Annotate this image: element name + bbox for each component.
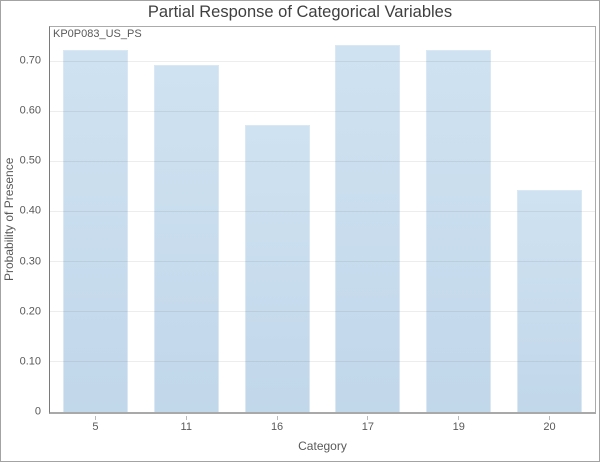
y-tick-label: 0.40 xyxy=(19,204,41,217)
bar-slot xyxy=(232,27,323,412)
x-tick-label: 19 xyxy=(452,421,465,433)
x-tick-label: 5 xyxy=(92,421,99,433)
y-tick-label: 0.20 xyxy=(19,305,41,318)
x-tick-mark xyxy=(185,416,187,420)
bar-category-11 xyxy=(153,64,219,412)
bar-slot xyxy=(50,27,141,412)
x-tick-cell: 19 xyxy=(413,416,504,434)
bar-slot xyxy=(504,27,595,412)
bar-series xyxy=(50,27,595,412)
gridline xyxy=(50,361,595,363)
bar-category-20 xyxy=(517,189,583,412)
gridline xyxy=(50,61,595,63)
x-axis-tick-labels: 5 11 16 17 19 20 xyxy=(50,416,595,434)
x-tick-label: 17 xyxy=(361,421,375,433)
bar-slot xyxy=(413,27,504,412)
x-tick-label: 11 xyxy=(180,421,192,433)
x-tick-label: 20 xyxy=(543,421,556,433)
gridline xyxy=(50,161,595,163)
x-tick-cell: 20 xyxy=(504,416,595,434)
bar-slot xyxy=(141,27,232,412)
bar-category-16 xyxy=(244,124,310,412)
plot-annotation-label: KP0P083_US_PS xyxy=(53,28,142,40)
gridline xyxy=(50,111,595,113)
y-tick-label: 0 xyxy=(34,405,41,418)
gridline xyxy=(50,211,595,213)
bar-category-19 xyxy=(426,49,492,412)
y-tick-label: 0.50 xyxy=(19,154,41,167)
x-axis-title: Category xyxy=(298,439,347,453)
chart-title: Partial Response of Categorical Variable… xyxy=(147,3,453,21)
bar-category-5 xyxy=(62,49,128,412)
x-tick-label: 16 xyxy=(270,421,284,433)
x-tick-mark xyxy=(276,416,278,420)
plot-area: KP0P083_US_PS xyxy=(49,26,596,414)
x-tick-cell: 16 xyxy=(232,416,323,434)
y-tick-label: 0.60 xyxy=(19,104,41,117)
x-tick-mark xyxy=(458,416,460,420)
x-tick-mark xyxy=(549,416,551,420)
bar-category-17 xyxy=(335,44,401,412)
gridline xyxy=(50,261,595,263)
y-tick-label: 0.70 xyxy=(19,54,41,67)
y-tick-label: 0.10 xyxy=(19,355,41,368)
x-tick-cell: 5 xyxy=(50,416,141,434)
x-tick-cell: 11 xyxy=(141,416,232,434)
y-tick-label: 0.30 xyxy=(19,255,41,268)
x-tick-mark xyxy=(94,416,96,420)
x-tick-mark xyxy=(367,416,369,420)
y-axis-tick-labels: 0 0.10 0.20 0.30 0.40 0.50 0.60 0.70 xyxy=(1,26,45,417)
bar-slot xyxy=(322,27,413,412)
gridline xyxy=(50,311,595,313)
x-tick-cell: 17 xyxy=(322,416,413,434)
